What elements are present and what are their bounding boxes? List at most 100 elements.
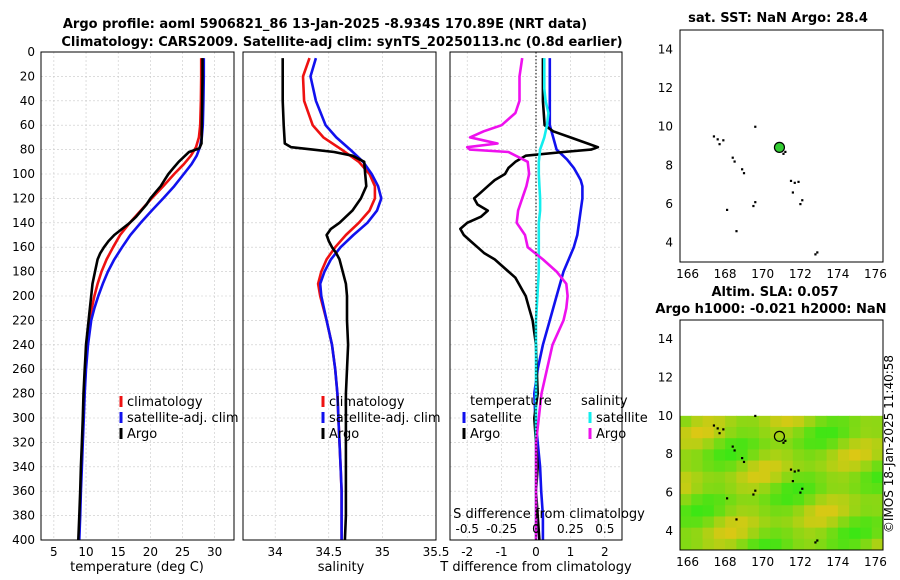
island-mark bbox=[782, 152, 785, 155]
sla-cell bbox=[849, 494, 861, 506]
sla-cell bbox=[725, 516, 737, 529]
sla-cell bbox=[680, 516, 692, 529]
sla-cell bbox=[680, 471, 692, 484]
y-tick-label: 4 bbox=[665, 236, 673, 250]
island-mark bbox=[731, 445, 734, 448]
sla-cell bbox=[860, 516, 873, 529]
sla-cell bbox=[792, 482, 805, 495]
sla-cell bbox=[826, 449, 839, 462]
sla-cell bbox=[781, 438, 794, 450]
series-line-argo bbox=[281, 58, 368, 541]
sla-cell bbox=[747, 460, 760, 473]
sla-cell bbox=[770, 494, 782, 506]
sla-cell bbox=[815, 449, 828, 462]
sla-cell bbox=[826, 505, 839, 517]
sla-cell bbox=[815, 538, 828, 551]
x-tick-label: 176 bbox=[864, 267, 887, 281]
sla-map-title1: Altim. SLA: 0.057 bbox=[712, 285, 839, 300]
sla-cell bbox=[792, 449, 805, 462]
sla-cell bbox=[713, 494, 726, 506]
island-mark bbox=[797, 180, 800, 183]
sla-cell bbox=[736, 471, 749, 484]
sla-cell bbox=[815, 415, 828, 428]
sla-cell bbox=[871, 494, 884, 506]
y-tick-label: 360 bbox=[12, 484, 35, 498]
island-mark bbox=[718, 143, 721, 146]
island-mark bbox=[754, 414, 757, 418]
sla-cell bbox=[713, 538, 726, 551]
sla-cell bbox=[837, 494, 850, 506]
sla-cell bbox=[849, 415, 861, 428]
sla-cell bbox=[860, 505, 873, 517]
sla-cell bbox=[849, 505, 861, 517]
island-mark bbox=[791, 480, 794, 483]
legend-label: satellite bbox=[470, 411, 522, 426]
sla-cell bbox=[815, 438, 828, 450]
island-mark bbox=[725, 208, 729, 211]
float-marker bbox=[773, 141, 786, 153]
sla-cell bbox=[758, 505, 771, 517]
sst-map-panel: 166 168 170 172 174 176 4 6 8 10 12 14 bbox=[658, 29, 887, 281]
sla-cell bbox=[871, 482, 884, 495]
island-mark bbox=[799, 491, 802, 494]
sla-cell bbox=[837, 482, 850, 495]
y-tick-label: 14 bbox=[658, 332, 673, 346]
difference-profile-panel: -2 -1 0 1 2 -0.5 -0.25 0 0.25 0.5 temperature salin… bbox=[449, 51, 648, 559]
axes-frame bbox=[242, 51, 437, 541]
sla-cell bbox=[804, 527, 816, 540]
island-mark bbox=[754, 125, 757, 128]
y-tick-label: 8 bbox=[665, 447, 673, 461]
sla-cell bbox=[736, 438, 749, 450]
sla-cell bbox=[871, 538, 884, 551]
island-mark bbox=[793, 470, 796, 473]
s-tick-label: 0.5 bbox=[595, 522, 614, 536]
sla-cell bbox=[691, 505, 704, 517]
sla-cell bbox=[770, 505, 782, 517]
sla-cell bbox=[849, 482, 861, 495]
sla-cell bbox=[736, 505, 749, 517]
sla-cell bbox=[680, 415, 692, 428]
sla-cell bbox=[725, 505, 737, 517]
sla-cell bbox=[792, 427, 805, 439]
sla-cell bbox=[680, 527, 692, 540]
sla-cell bbox=[747, 449, 760, 462]
sla-cell bbox=[713, 460, 726, 473]
imos-watermark: ©IMOS 18-Jan-2025 11:40:58 bbox=[882, 355, 896, 533]
sla-cell bbox=[725, 471, 737, 484]
island-mark bbox=[791, 191, 794, 194]
sla-cell bbox=[770, 516, 782, 529]
sla-cell bbox=[736, 449, 749, 462]
sla-cell bbox=[871, 505, 884, 517]
sla-cell bbox=[713, 505, 726, 517]
sla-cell bbox=[860, 527, 873, 540]
y-tick-label: 240 bbox=[12, 338, 35, 352]
island-mark bbox=[741, 457, 744, 460]
sla-cell bbox=[781, 538, 794, 551]
y-tick-label: 160 bbox=[12, 240, 35, 254]
sla-cell bbox=[849, 527, 861, 540]
x-tick-label: 174 bbox=[826, 555, 849, 569]
island-mark bbox=[733, 449, 736, 452]
x-tick-label: 172 bbox=[789, 267, 812, 281]
y-tick-label: 280 bbox=[12, 387, 35, 401]
sla-cell bbox=[837, 460, 850, 473]
sla-cell bbox=[815, 516, 828, 529]
island-mark bbox=[733, 160, 736, 163]
x-tick-label: 176 bbox=[864, 555, 887, 569]
legend-label: satellite bbox=[596, 411, 648, 426]
island-mark bbox=[722, 139, 725, 142]
y-tick-label: 40 bbox=[20, 94, 35, 108]
sla-cell bbox=[792, 415, 805, 428]
x-tick-label: 34.5 bbox=[315, 545, 342, 559]
sla-cell bbox=[804, 482, 816, 495]
sla-cell bbox=[849, 449, 861, 462]
y-tick-label: 140 bbox=[12, 216, 35, 230]
sla-cell bbox=[702, 527, 715, 540]
sla-cell bbox=[680, 438, 692, 450]
sla-cell bbox=[849, 538, 861, 551]
sla-cell bbox=[691, 494, 704, 506]
x-tick-label: 170 bbox=[751, 555, 774, 569]
sla-cell bbox=[702, 494, 715, 506]
sla-cell bbox=[736, 538, 749, 551]
island-mark bbox=[741, 168, 744, 171]
